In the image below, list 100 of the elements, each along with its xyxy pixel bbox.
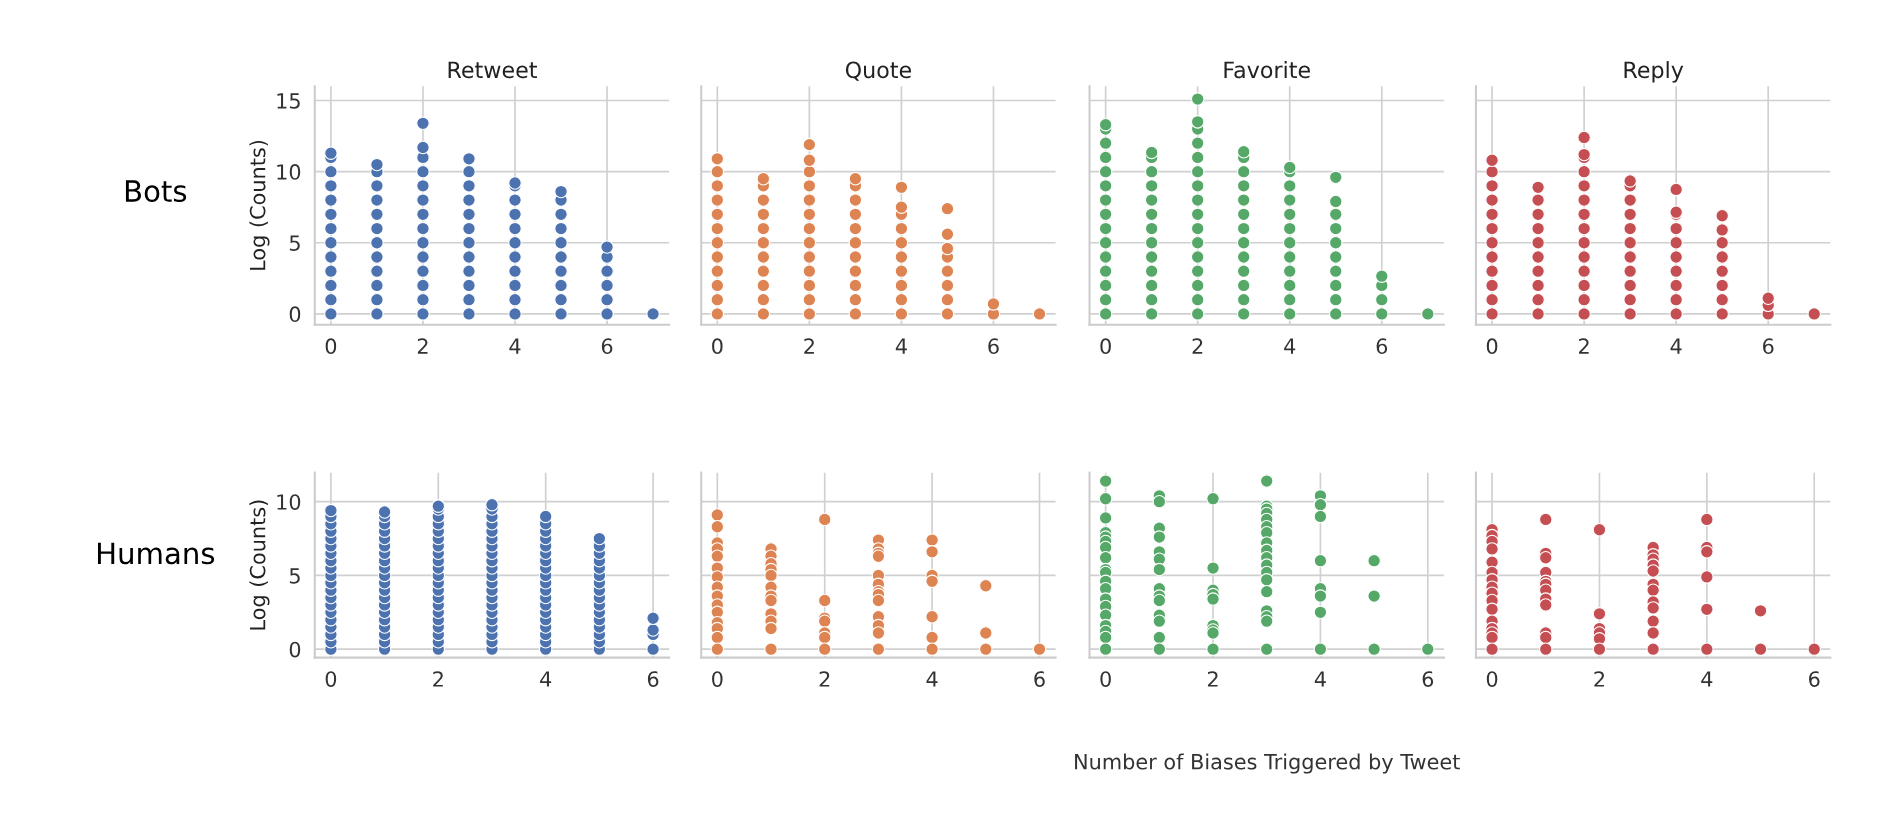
- x-tick-label: 6: [1034, 671, 1045, 687]
- x-tick-label: 6: [647, 671, 659, 687]
- point: [1646, 626, 1660, 640]
- y-tick-label: 5: [289, 235, 300, 251]
- point: [925, 609, 939, 624]
- point: [925, 630, 939, 645]
- point: [1538, 598, 1553, 612]
- x-tick-label: 2: [1192, 338, 1203, 354]
- point: [1538, 512, 1553, 527]
- point: [817, 593, 832, 608]
- point: [1646, 642, 1660, 656]
- point: [871, 642, 886, 656]
- x-tick-label: 2: [819, 671, 830, 687]
- x-axis-title: Number of Biases Triggered by Tweet: [1075, 753, 1460, 774]
- point: [925, 574, 939, 589]
- point: [1538, 630, 1553, 645]
- point: [1700, 602, 1714, 617]
- point: [764, 593, 778, 608]
- point: [1032, 642, 1047, 656]
- point: [817, 630, 832, 645]
- text: Bots: [125, 180, 187, 203]
- point: [1592, 607, 1607, 621]
- point: [710, 520, 725, 534]
- point: [1700, 545, 1714, 559]
- y-axis-title: Log (Counts): [249, 500, 270, 630]
- x-tick-label: 6: [988, 338, 999, 355]
- text: Humans: [98, 542, 215, 565]
- x-tick-label: 2: [1594, 671, 1604, 687]
- x-tick-label: 0: [712, 338, 723, 355]
- point: [1485, 630, 1499, 645]
- point: [925, 545, 939, 559]
- point: [1538, 550, 1553, 565]
- x-tick-label: 0: [1100, 338, 1111, 355]
- point: [1807, 642, 1821, 656]
- point: [817, 642, 832, 656]
- point: [764, 568, 778, 583]
- y-axis-title: Log (Counts): [249, 140, 270, 270]
- x-tick-label: 0: [1486, 671, 1498, 687]
- point: [979, 579, 993, 593]
- point: [764, 621, 778, 636]
- x-tick-label: 4: [1284, 338, 1296, 354]
- point: [1592, 522, 1607, 537]
- point: [1646, 564, 1660, 578]
- y-tick-label: 5: [289, 568, 300, 584]
- chart-title: Reply: [1624, 61, 1684, 83]
- y-tick-label: 10: [277, 164, 301, 180]
- x-tick-label: 0: [325, 671, 337, 687]
- x-tick-label: 6: [601, 338, 613, 355]
- x-tick-label: 6: [1376, 338, 1388, 355]
- point: [817, 512, 832, 527]
- point: [979, 626, 993, 640]
- x-tick-label: 4: [895, 338, 907, 354]
- point: [710, 630, 725, 645]
- y-tick-label: 0: [289, 306, 301, 323]
- point: [1485, 602, 1499, 617]
- x-tick-label: 4: [540, 671, 552, 687]
- chart-title: Favorite: [1224, 61, 1310, 79]
- point: [1700, 512, 1714, 527]
- chart-title: Quote: [845, 61, 911, 81]
- point: [764, 642, 778, 656]
- point: [1646, 583, 1660, 597]
- point: [1646, 601, 1660, 615]
- y-tick-label: 10: [277, 494, 301, 510]
- point: [1700, 642, 1714, 656]
- point: [979, 642, 993, 656]
- y-tick-label: 0: [289, 641, 301, 658]
- x-tick-label: 2: [417, 338, 428, 354]
- point: [1646, 614, 1660, 628]
- point: [1753, 604, 1768, 618]
- x-tick-label: 2: [1579, 338, 1589, 354]
- point: [710, 642, 725, 656]
- x-tick-label: 4: [1314, 671, 1326, 687]
- x-tick-label: 4: [509, 338, 521, 354]
- point: [1592, 642, 1607, 656]
- point: [1538, 642, 1553, 656]
- point: [710, 549, 725, 564]
- x-tick-label: 6: [1422, 671, 1434, 687]
- y-tick-label: 15: [277, 93, 300, 109]
- x-tick-label: 4: [1670, 338, 1682, 354]
- point: [871, 593, 886, 608]
- point: [925, 642, 939, 656]
- point: [1753, 642, 1768, 656]
- point: [871, 626, 886, 640]
- x-tick-label: 2: [1207, 671, 1218, 687]
- x-tick-label: 6: [1763, 338, 1774, 355]
- x-tick-label: 0: [325, 338, 337, 355]
- x-tick-label: 4: [926, 671, 938, 687]
- x-tick-label: 0: [712, 671, 723, 687]
- point: [925, 533, 939, 547]
- point: [1485, 642, 1499, 656]
- x-tick-label: 0: [1100, 671, 1111, 687]
- chart-title: Retweet: [448, 61, 537, 79]
- x-tick-label: 4: [1701, 671, 1713, 687]
- point: [1485, 542, 1499, 556]
- x-tick-label: 2: [804, 338, 814, 354]
- point: [1700, 570, 1714, 584]
- point: [710, 508, 725, 522]
- x-tick-label: 6: [1809, 671, 1820, 687]
- x-tick-label: 2: [433, 671, 443, 687]
- x-tick-label: 0: [1486, 338, 1498, 355]
